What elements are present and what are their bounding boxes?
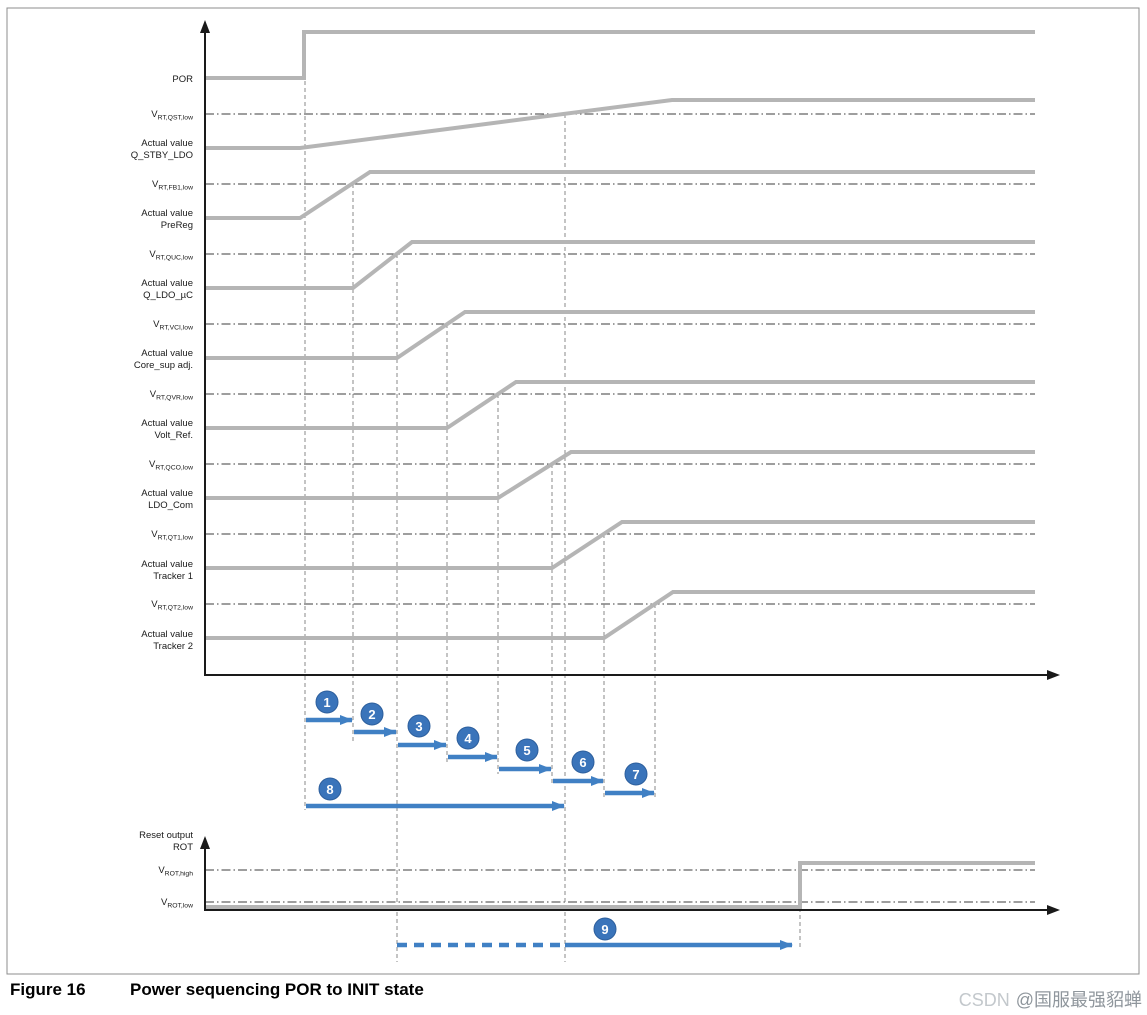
actual-label-ldo-com-line2: LDO_Com: [148, 500, 193, 511]
vrt-qco-label: VRT,QCO,low: [149, 459, 193, 472]
marker-circle-3: [407, 714, 431, 738]
actual-label-volt-ref-line2: Volt_Ref.: [154, 430, 193, 441]
signal-traces: [205, 30, 1035, 909]
marker-number-5: 5: [523, 743, 530, 758]
por-trace: [205, 30, 1035, 80]
interval-arrows: [306, 715, 793, 950]
axes: [200, 20, 1060, 915]
actual-label-q-stby-line1: Actual value: [141, 138, 193, 149]
actual-label-prereg-line1: Actual value: [141, 208, 193, 219]
watermark: CSDN @国服最强貂蝉: [959, 986, 1142, 1012]
marker-number-4: 4: [464, 731, 472, 746]
core-sup-trace: [205, 310, 1035, 360]
marker-circle-2: [360, 702, 384, 726]
actual-label-tracker2-line2: Tracker 2: [153, 641, 193, 652]
marker-circle-9: [593, 917, 617, 941]
vrt-quc-label: VRT,QUC,low: [149, 249, 193, 262]
q-stby-ldo-trace: [205, 98, 1035, 150]
marker-number-3: 3: [415, 719, 422, 734]
marker-circle-8: [318, 777, 342, 801]
watermark-user: @国服最强貂蝉: [1015, 990, 1142, 1010]
actual-label-core-sup-line2: Core_sup adj.: [134, 360, 193, 371]
actual-label-q-ldo-uc-line1: Actual value: [141, 278, 193, 289]
marker-number-7: 7: [632, 767, 639, 782]
watermark-brand: CSDN: [958, 990, 1010, 1010]
rot-x-axis-arrowhead: [1047, 905, 1060, 915]
actual-label-core-sup-line1: Actual value: [141, 348, 193, 359]
actual-label-volt-ref-line1: Actual value: [141, 418, 193, 429]
vrot-high-label: VROT,high: [158, 865, 193, 878]
figure-caption-title: Power sequencing POR to INIT state: [130, 980, 424, 999]
tracker1-trace: [205, 520, 1035, 570]
main-y-axis-arrowhead: [200, 20, 210, 33]
vrt-qt2-label: VRT,QT2,low: [151, 599, 193, 612]
actual-label-q-ldo-uc-line2: Q_LDO_µC: [143, 290, 193, 301]
signal-labels: POR VRT,QST,low Actual value Q_STBY_LDO …: [131, 74, 194, 910]
vrot-low-label: VROT,low: [161, 897, 193, 910]
reset-output-label-line2: ROT: [173, 842, 193, 853]
actual-label-q-stby-line2: Q_STBY_LDO: [131, 150, 193, 161]
marker-circle-7: [624, 762, 648, 786]
marker-circle-6: [571, 750, 595, 774]
actual-label-tracker1-line2: Tracker 1: [153, 571, 193, 582]
sequence-markers: 1 2 3 4 5 6 7 8 9: [315, 690, 648, 941]
rot-y-axis-arrowhead: [200, 836, 210, 849]
actual-label-prereg-line2: PreReg: [161, 220, 193, 231]
marker-circle-4: [456, 726, 480, 750]
marker-circle-1: [315, 690, 339, 714]
figure-border: [6, 7, 1140, 975]
marker-number-6: 6: [579, 755, 586, 770]
volt-ref-trace: [205, 380, 1035, 430]
vrt-qvr-label: VRT,QVR,low: [150, 389, 193, 402]
rot-trace: [205, 861, 1035, 909]
figure-caption: Figure 16 Power sequencing POR to INIT st…: [10, 980, 424, 1000]
vrt-vci-label: VRT,VCI,low: [153, 319, 193, 332]
q-ldo-uc-trace: [205, 240, 1035, 290]
event-lines: [304, 32, 801, 962]
marker-number-2: 2: [368, 707, 375, 722]
prereg-trace: [205, 170, 1035, 220]
actual-label-tracker2-line1: Actual value: [141, 629, 193, 640]
ldo-com-trace: [205, 450, 1035, 500]
actual-label-ldo-com-line1: Actual value: [141, 488, 193, 499]
marker-number-9: 9: [601, 922, 608, 937]
vrt-qst-label: VRT,QST,low: [151, 109, 193, 122]
por-label: POR: [172, 74, 193, 85]
threshold-lines: [205, 113, 1035, 903]
marker-number-1: 1: [323, 695, 330, 710]
main-x-axis-arrowhead: [1047, 670, 1060, 680]
actual-label-tracker1-line1: Actual value: [141, 559, 193, 570]
figure-caption-label: Figure 16: [10, 980, 86, 999]
tracker2-trace: [205, 590, 1035, 640]
reset-output-label-line1: Reset output: [139, 830, 193, 841]
marker-circle-5: [515, 738, 539, 762]
marker-number-8: 8: [326, 782, 333, 797]
vrt-qt1-label: VRT,QT1,low: [151, 529, 193, 542]
vrt-fb1-label: VRT,FB1,low: [152, 179, 193, 192]
